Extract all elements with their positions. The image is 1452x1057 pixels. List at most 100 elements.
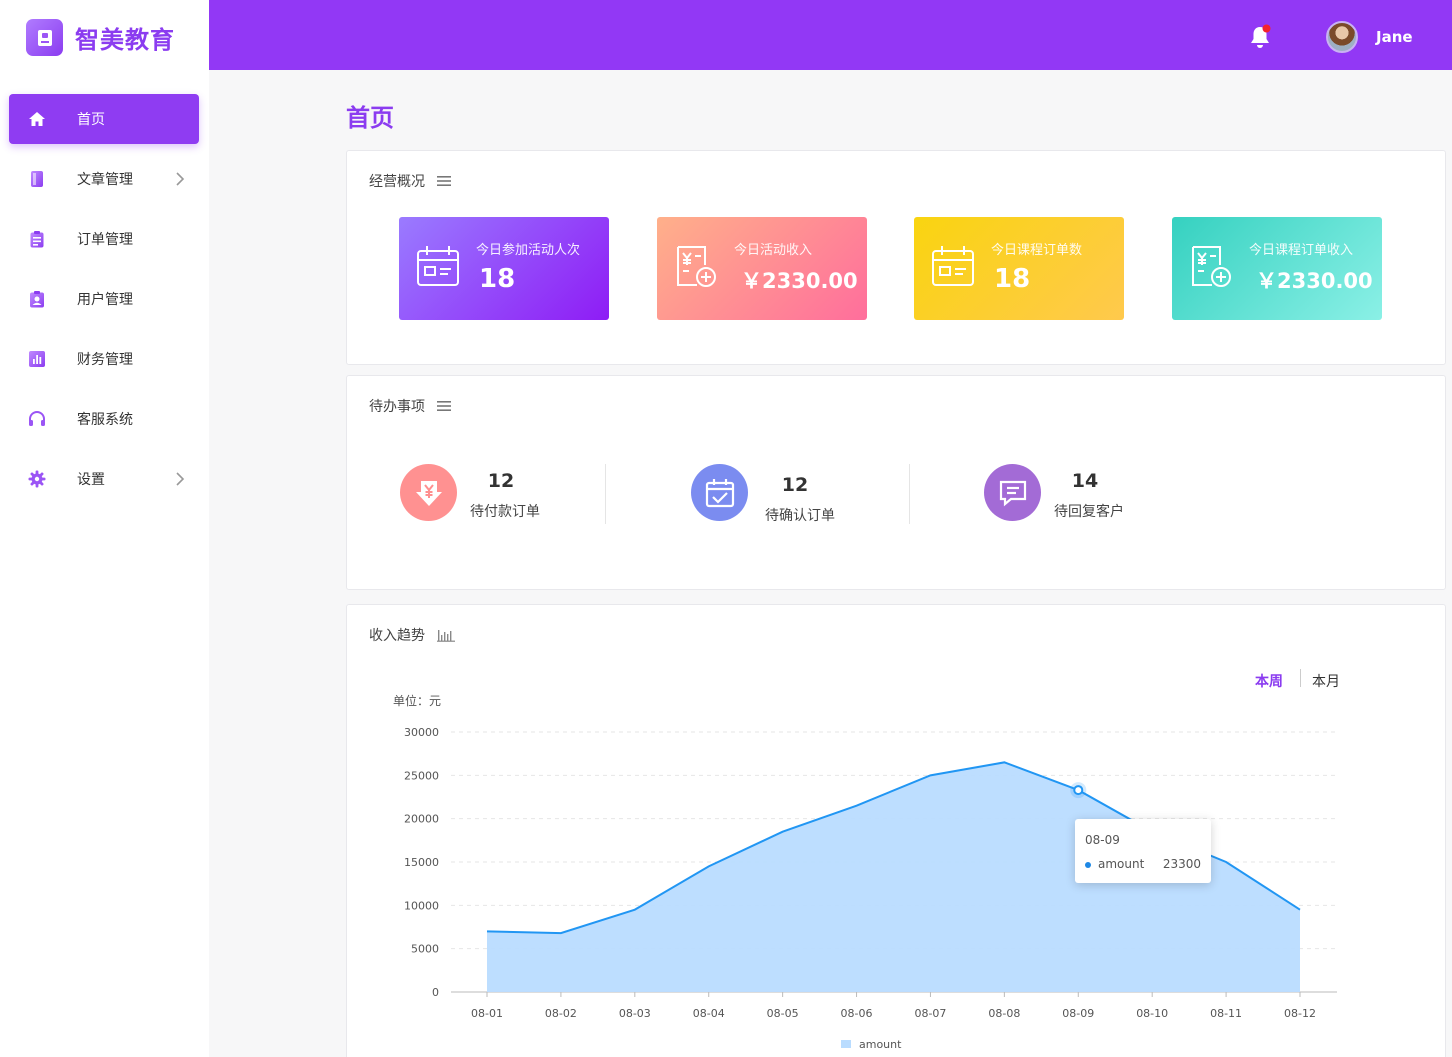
- divider: [909, 464, 910, 524]
- sidebar-item-label: 订单管理: [77, 232, 133, 248]
- calendar-icon: [932, 246, 974, 286]
- x-tick-label: 08-06: [841, 1007, 873, 1020]
- username[interactable]: Jane: [1376, 28, 1413, 46]
- y-tick-label: 5000: [411, 943, 439, 956]
- page-title: 首页: [346, 104, 394, 132]
- sidebar-item-label: 首页: [77, 112, 105, 128]
- sidebar-item-label: 财务管理: [77, 352, 133, 368]
- y-unit-label: 单位：元: [393, 693, 441, 708]
- logo-icon: [26, 19, 63, 56]
- x-tick-label: 08-02: [545, 1007, 577, 1020]
- revenue-panel: 收入趋势 本周 本月 单位：元 0 5000 10000 15000 20000 25000…: [346, 604, 1446, 1057]
- stat-label: 今日参加活动人次: [476, 243, 581, 258]
- panel-title: 待办事项: [369, 399, 425, 415]
- menu-icon[interactable]: [437, 175, 451, 187]
- chart-tooltip: 08-09 amount 23300: [1075, 819, 1211, 883]
- range-week-tab[interactable]: 本周: [1255, 674, 1283, 690]
- divider: [605, 464, 606, 524]
- brand-logo[interactable]: 智美教育: [26, 19, 175, 56]
- stat-card-course-revenue[interactable]: 今日课程订单收入 ￥2330.00: [1172, 217, 1382, 320]
- data-point-highlight: [1073, 785, 1084, 796]
- stat-value: ￥2330.00: [741, 269, 858, 293]
- x-tick-label: 08-04: [693, 1007, 725, 1020]
- range-month-tab[interactable]: 本月: [1312, 674, 1340, 690]
- y-tick-label: 15000: [404, 856, 439, 869]
- menu-icon[interactable]: [437, 400, 451, 412]
- sidebar-item-orders[interactable]: 订单管理: [9, 214, 199, 264]
- stat-card-activity-count[interactable]: 今日参加活动人次 18: [399, 217, 609, 320]
- todo-label: 待付款订单: [470, 504, 540, 520]
- book-icon: [31, 171, 43, 187]
- stat-label: 今日课程订单数: [991, 243, 1083, 258]
- y-tick-label: 30000: [404, 726, 439, 739]
- calendar-check-icon: [691, 464, 748, 521]
- yen-down-icon: [400, 464, 457, 521]
- y-tick-label: 20000: [404, 813, 439, 826]
- todo-count: 12: [781, 474, 809, 496]
- clipboard-icon: [30, 231, 44, 248]
- stat-card-activity-revenue[interactable]: 今日活动收入 ￥2330.00: [657, 217, 867, 320]
- x-tick-label: 08-07: [914, 1007, 946, 1020]
- sidebar: 智美教育 首页 文章管理 订单管理 用户管理 财务管理 客服系统: [0, 0, 209, 1057]
- panel-header: 经营概况: [369, 171, 451, 191]
- range-divider: [1300, 669, 1301, 687]
- panel-header: 收入趋势: [369, 625, 455, 645]
- x-tick-label: 08-09: [1062, 1007, 1094, 1020]
- chevron-right-icon: [176, 472, 185, 486]
- user-badge-icon: [30, 291, 44, 308]
- sidebar-item-label: 文章管理: [77, 172, 133, 188]
- y-tick-label: 25000: [404, 769, 439, 782]
- todo-pending-payment[interactable]: 12 待付款订单: [400, 464, 600, 524]
- calendar-icon: [417, 246, 459, 286]
- stat-value: ￥2330.00: [1256, 269, 1373, 293]
- sidebar-item-label: 客服系统: [77, 412, 133, 428]
- notification-bell-icon[interactable]: [1248, 24, 1272, 50]
- y-tick-label: 0: [432, 986, 439, 999]
- tooltip-series: amount: [1098, 857, 1145, 871]
- stat-value: 18: [994, 264, 1031, 294]
- home-icon: [29, 112, 45, 126]
- avatar[interactable]: [1326, 21, 1358, 53]
- todo-panel: 待办事项 12 待付款订单 12 待确认订单 14 待回复客户: [346, 375, 1446, 590]
- sidebar-item-home[interactable]: 首页: [9, 94, 199, 144]
- sidebar-item-label: 用户管理: [77, 292, 133, 308]
- sidebar-item-users[interactable]: 用户管理: [9, 274, 199, 324]
- legend-swatch: [841, 1040, 851, 1048]
- bar-chart-icon: [29, 351, 45, 367]
- panel-header: 待办事项: [369, 396, 451, 416]
- tooltip-series-dot: [1085, 862, 1091, 868]
- legend-label: amount: [859, 1038, 902, 1051]
- top-header: Jane: [209, 0, 1452, 70]
- sidebar-item-settings[interactable]: 设置: [9, 454, 199, 504]
- x-tick-label: 08-10: [1136, 1007, 1168, 1020]
- todo-label: 待回复客户: [1054, 504, 1124, 520]
- x-tick-label: 08-01: [471, 1007, 503, 1020]
- x-tick-label: 08-03: [619, 1007, 651, 1020]
- bar-chart-icon[interactable]: [437, 628, 455, 642]
- todo-pending-reply[interactable]: 14 待回复客户: [984, 464, 1184, 524]
- sidebar-item-articles[interactable]: 文章管理: [9, 154, 199, 204]
- stat-label: 今日课程订单收入: [1249, 243, 1354, 258]
- todo-label: 待确认订单: [765, 508, 835, 524]
- revenue-chart[interactable]: 单位：元 0 5000 10000 15000 20000 25000 30000 08-01 0…: [347, 605, 1447, 1057]
- brand-name: 智美教育: [75, 26, 175, 54]
- sidebar-item-support[interactable]: 客服系统: [9, 394, 199, 444]
- chevron-right-icon: [176, 172, 185, 186]
- stat-label: 今日活动收入: [734, 243, 813, 258]
- overview-panel: 经营概况 今日参加活动人次 18 今日活动收入 ￥2330.00 今日课程订单数…: [346, 150, 1446, 365]
- stat-card-course-orders[interactable]: 今日课程订单数 18: [914, 217, 1124, 320]
- todo-pending-confirm[interactable]: 12 待确认订单: [691, 464, 891, 524]
- sidebar-item-finance[interactable]: 财务管理: [9, 334, 199, 384]
- receipt-add-icon: [677, 246, 716, 287]
- y-tick-label: 10000: [404, 899, 439, 912]
- panel-title: 收入趋势: [369, 628, 425, 644]
- receipt-add-icon: [1192, 246, 1231, 287]
- todo-count: 14: [1071, 470, 1099, 492]
- chat-icon: [984, 464, 1041, 521]
- tooltip-x: 08-09: [1085, 833, 1120, 847]
- todo-count: 12: [487, 470, 515, 492]
- x-tick-label: 08-08: [988, 1007, 1020, 1020]
- gear-icon: [28, 470, 46, 488]
- x-tick-label: 08-05: [767, 1007, 799, 1020]
- headset-icon: [29, 411, 45, 426]
